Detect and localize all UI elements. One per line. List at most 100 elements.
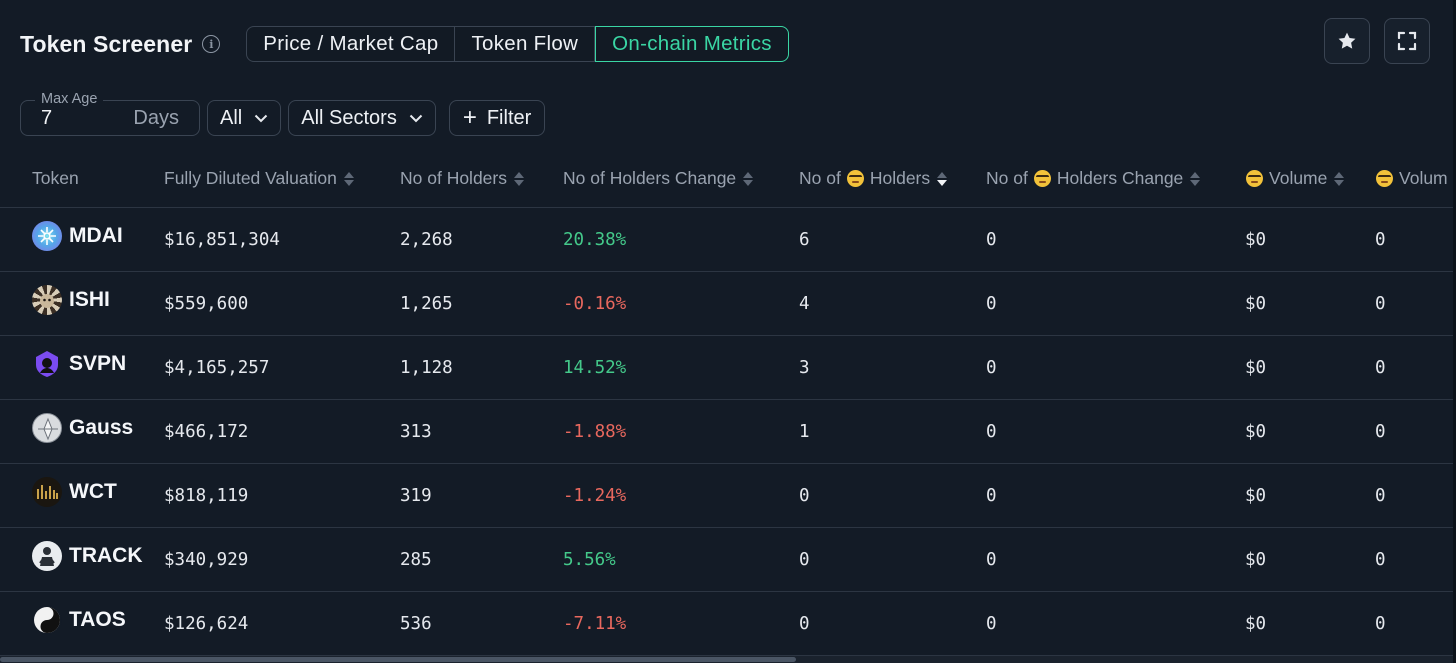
holders-cell: 319 [400, 486, 432, 506]
smart-volume-2-cell: 0 [1375, 486, 1386, 506]
table-row[interactable]: WCT $818,119 319 -1.24% 0 0 $0 0 [0, 464, 1456, 528]
holders-change-cell: -7.11% [563, 614, 627, 634]
fdv-cell: $818,119 [164, 486, 249, 506]
tab-price-market-cap[interactable]: Price / Market Cap [246, 26, 456, 62]
right-edge-divider [1453, 0, 1456, 663]
view-tabs: Price / Market Cap Token Flow On-chain M… [246, 26, 789, 62]
smart-holders-change-cell: 0 [986, 294, 997, 314]
smart-holders-cell: 0 [799, 550, 810, 570]
smart-volume-cell: $0 [1245, 550, 1267, 570]
table-row[interactable]: MDAI $16,851,304 2,268 20.38% 6 0 $0 0 [0, 208, 1456, 272]
smart-volume-2-cell: 0 [1375, 230, 1386, 250]
gauss-logo-icon [32, 413, 62, 443]
smart-holders-change-cell: 0 [986, 358, 997, 378]
sort-icon [1190, 171, 1201, 186]
smart-holders-cell: 1 [799, 422, 810, 442]
fullscreen-button[interactable] [1384, 18, 1430, 64]
token-cell[interactable]: Gauss [32, 396, 133, 460]
table-row[interactable]: TRACK $340,929 285 5.56% 0 0 $0 0 [0, 528, 1456, 592]
smart-holders-cell: 0 [799, 486, 810, 506]
smart-volume-2-cell: 0 [1375, 614, 1386, 634]
chevron-down-icon [254, 114, 268, 123]
fdv-cell: $126,624 [164, 614, 249, 634]
smart-holders-cell: 0 [799, 614, 810, 634]
fdv-cell: $466,172 [164, 422, 249, 442]
sort-icon [514, 171, 524, 186]
column-header-holders[interactable]: No of Holders [400, 168, 524, 189]
horizontal-scrollbar[interactable] [0, 656, 1456, 663]
smart-holders-change-cell: 0 [986, 486, 997, 506]
token-cell[interactable]: TAOS [32, 588, 126, 652]
taos-logo-icon [32, 605, 62, 635]
smart-volume-cell: $0 [1245, 230, 1267, 250]
column-header-token[interactable]: Token [32, 168, 79, 188]
column-header-smart-holders[interactable]: No of Holders [799, 168, 948, 189]
smart-holders-change-cell: 0 [986, 614, 997, 634]
track-logo-icon [32, 541, 62, 571]
max-age-label: Max Age [35, 91, 104, 107]
tab-on-chain-metrics[interactable]: On-chain Metrics [595, 26, 789, 62]
sort-icon [343, 171, 354, 186]
smart-volume-2-cell: 0 [1375, 550, 1386, 570]
chevron-down-icon [409, 114, 423, 123]
column-header-smart-holders-change[interactable]: No of Holders Change [986, 168, 1201, 189]
tab-token-flow[interactable]: Token Flow [455, 26, 596, 62]
add-filter-button[interactable]: + Filter [448, 100, 546, 136]
holders-cell: 313 [400, 422, 432, 442]
smart-volume-cell: $0 [1245, 294, 1267, 314]
holders-change-cell: 5.56% [563, 550, 616, 570]
max-age-unit: Days [133, 106, 179, 129]
chain-select[interactable]: All [207, 100, 282, 136]
filter-bar: Max Age 7 Days All All Sectors + Filter [20, 88, 546, 136]
nerd-face-icon [1376, 170, 1393, 187]
column-header-fdv[interactable]: Fully Diluted Valuation [164, 168, 354, 189]
sort-icon [743, 171, 754, 186]
sort-icon [1334, 171, 1345, 186]
fdv-cell: $16,851,304 [164, 230, 280, 250]
token-cell[interactable]: SVPN [32, 332, 126, 396]
holders-change-cell: -1.24% [563, 486, 627, 506]
column-header-holders-change[interactable]: No of Holders Change [563, 168, 754, 189]
column-header-smart-volume[interactable]: Volume [1240, 168, 1345, 189]
table-row[interactable]: SVPN $4,165,257 1,128 14.52% 3 0 $0 0 [0, 336, 1456, 400]
page-title: Token Screener [20, 30, 193, 57]
token-table: Token Fully Diluted Valuation No of Hold… [0, 150, 1456, 656]
column-header-smart-volume-2[interactable]: Volum [1370, 168, 1448, 189]
holders-change-cell: 20.38% [563, 230, 627, 250]
holders-cell: 1,128 [400, 358, 453, 378]
smart-holders-change-cell: 0 [986, 550, 997, 570]
smart-volume-cell: $0 [1245, 486, 1267, 506]
fdv-cell: $4,165,257 [164, 358, 270, 378]
svpn-logo-icon [32, 349, 62, 379]
smart-holders-cell: 3 [799, 358, 810, 378]
nerd-face-icon [1246, 170, 1263, 187]
expand-icon [1397, 31, 1417, 51]
token-cell[interactable]: MDAI [32, 204, 123, 268]
holders-cell: 536 [400, 614, 432, 634]
token-cell[interactable]: TRACK [32, 524, 143, 588]
table-row[interactable]: Gauss $466,172 313 -1.88% 1 0 $0 0 [0, 400, 1456, 464]
scrollbar-thumb[interactable] [0, 657, 796, 662]
info-icon[interactable]: i [202, 35, 221, 53]
favorite-button[interactable] [1324, 18, 1370, 64]
fdv-cell: $340,929 [164, 550, 249, 570]
smart-volume-cell: $0 [1245, 358, 1267, 378]
table-row[interactable]: TAOS $126,624 536 -7.11% 0 0 $0 0 [0, 592, 1456, 656]
token-cell[interactable]: WCT [32, 460, 117, 524]
smart-volume-2-cell: 0 [1375, 358, 1386, 378]
max-age-input[interactable]: 7 [41, 106, 53, 129]
header: Token Screener i Price / Market Cap Toke… [20, 18, 1430, 66]
smart-holders-cell: 6 [799, 230, 810, 250]
chain-select-value: All [220, 106, 243, 129]
smart-holders-cell: 4 [799, 294, 810, 314]
holders-change-cell: -0.16% [563, 294, 627, 314]
smart-volume-cell: $0 [1245, 422, 1267, 442]
table-header: Token Fully Diluted Valuation No of Hold… [0, 150, 1456, 208]
token-cell[interactable]: ISHI [32, 268, 110, 332]
filter-button-label: Filter [486, 106, 532, 129]
table-row[interactable]: ISHI $559,600 1,265 -0.16% 4 0 $0 0 [0, 272, 1456, 336]
holders-change-cell: 14.52% [563, 358, 627, 378]
sector-select[interactable]: All Sectors [288, 100, 436, 136]
max-age-field[interactable]: Max Age 7 Days [20, 91, 200, 136]
nerd-face-icon [1033, 170, 1051, 187]
